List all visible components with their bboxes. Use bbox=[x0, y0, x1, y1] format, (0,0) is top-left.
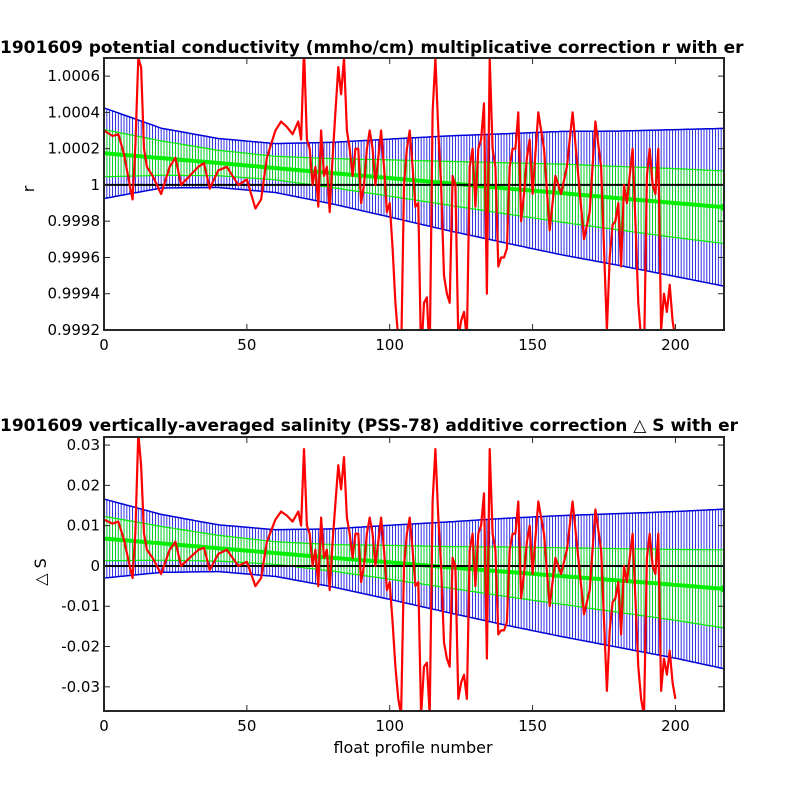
x-tick-label: 150 bbox=[518, 336, 547, 354]
y-tick-label: 1.0004 bbox=[48, 103, 101, 121]
chart-2-title: 1901609 vertically-averaged salinity (PS… bbox=[0, 416, 739, 436]
y-tick-label: -0.02 bbox=[61, 638, 100, 656]
chart-1-title: 1901609 potential conductivity (mmho/cm)… bbox=[0, 38, 744, 58]
correction-end-marker bbox=[720, 203, 724, 211]
chart-2-ylabel: △ S bbox=[31, 558, 50, 586]
x-tick-label: 50 bbox=[237, 717, 256, 735]
y-tick-label: 0.9996 bbox=[48, 248, 101, 266]
chart-1: 0 50 100 150 200 0.9992 0.9994 0.9996 0.9998 1 1.0… bbox=[48, 57, 725, 354]
y-tick-label: 0.03 bbox=[67, 436, 100, 454]
x-tick-label: 150 bbox=[518, 717, 547, 735]
error-band-lower bbox=[104, 570, 724, 670]
y-tick-label: 0.9992 bbox=[48, 321, 101, 339]
error-band-upper bbox=[104, 498, 724, 531]
x-tick-label: 50 bbox=[237, 336, 256, 354]
axes-frame bbox=[103, 436, 725, 712]
y-tick-label: -0.03 bbox=[61, 678, 100, 696]
chart-2-xlabel: float profile number bbox=[333, 738, 493, 757]
y-tick-label: -0.01 bbox=[61, 597, 100, 615]
x-tick-label: 200 bbox=[661, 336, 690, 354]
correction-end-marker bbox=[720, 585, 724, 593]
y-tick-label: 1.0006 bbox=[48, 67, 101, 85]
x-tick-label: 0 bbox=[99, 717, 109, 735]
y-tick-label: 0.01 bbox=[67, 517, 100, 535]
x-tick-label: 0 bbox=[99, 336, 109, 354]
chart-2: 0 50 100 150 200 -0.03 -0.02 -0.01 0 0.01 0.02 0.03 bbox=[61, 436, 725, 735]
y-tick-label: 1.0002 bbox=[48, 140, 101, 158]
y-tick-label: 1 bbox=[90, 176, 100, 194]
x-tick-label: 100 bbox=[375, 336, 404, 354]
x-tick-label: 200 bbox=[661, 717, 690, 735]
x-tick-label: 100 bbox=[375, 717, 404, 735]
y-tick-label: 0 bbox=[90, 557, 100, 575]
y-tick-label: 0.02 bbox=[67, 476, 100, 494]
y-tick-label: 0.9998 bbox=[48, 212, 101, 230]
correction-upper bbox=[104, 515, 724, 551]
error-band-upper bbox=[104, 107, 724, 145]
plot-area bbox=[104, 437, 724, 711]
profile-line bbox=[104, 437, 677, 711]
profile-line bbox=[104, 58, 676, 330]
y-tick-label: 0.9994 bbox=[48, 285, 101, 303]
correction-upper bbox=[104, 129, 724, 172]
axes-frame bbox=[103, 57, 725, 331]
plot-area bbox=[104, 58, 724, 330]
chart-1-ylabel: r bbox=[19, 185, 38, 192]
